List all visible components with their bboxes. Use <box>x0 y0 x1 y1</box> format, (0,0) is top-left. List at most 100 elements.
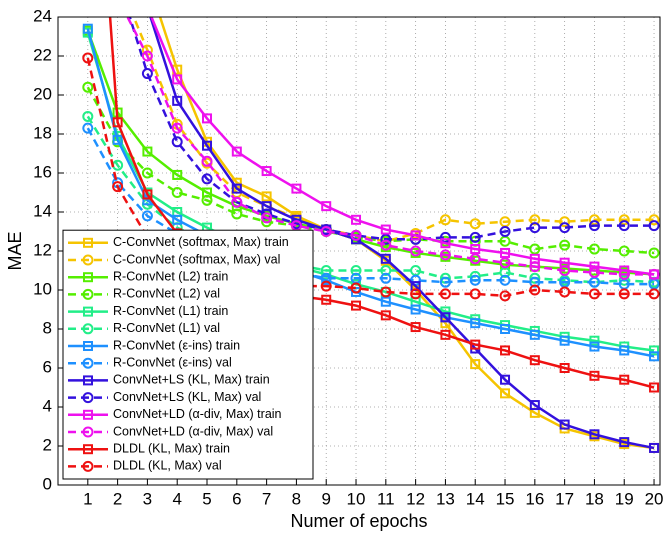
x-tick-label: 4 <box>172 489 181 508</box>
marker <box>380 286 392 298</box>
marker <box>82 23 93 34</box>
x-tick-label: 10 <box>347 489 366 508</box>
legend-label: R-ConvNet (L1) val <box>113 321 220 335</box>
marker <box>588 243 600 255</box>
marker <box>618 288 630 300</box>
legend-marker <box>82 460 94 472</box>
marker <box>588 288 600 300</box>
marker <box>82 52 94 64</box>
y-tick-label: 8 <box>43 318 52 337</box>
marker <box>201 173 213 185</box>
marker <box>499 274 511 286</box>
marker <box>143 3 151 11</box>
marker <box>619 345 630 356</box>
marker <box>320 272 332 284</box>
marker <box>470 244 481 255</box>
marker <box>649 351 660 362</box>
marker <box>112 134 123 145</box>
marker <box>141 167 153 179</box>
y-axis-label: MAE <box>5 231 25 270</box>
legend-marker <box>82 323 94 335</box>
marker <box>499 226 511 237</box>
marker <box>588 214 600 226</box>
marker <box>171 122 183 134</box>
marker <box>559 363 570 373</box>
legend-marker <box>83 237 93 248</box>
marker <box>351 214 362 225</box>
marker <box>559 419 570 430</box>
marker <box>469 253 481 265</box>
marker <box>529 261 541 273</box>
marker <box>469 274 481 286</box>
x-tick-label: 1 <box>83 489 92 508</box>
marker <box>261 166 272 177</box>
marker <box>470 339 481 350</box>
marker <box>171 136 183 148</box>
x-tick-label: 5 <box>202 489 211 508</box>
marker <box>320 265 332 276</box>
marker <box>529 222 541 234</box>
legend-label: C-ConvNet (softmax, Max) train <box>113 235 289 249</box>
marker <box>439 249 451 261</box>
marker <box>261 212 273 224</box>
marker <box>231 196 243 208</box>
marker <box>648 268 660 280</box>
x-tick-label: 17 <box>555 489 574 508</box>
marker <box>648 214 660 226</box>
x-axis-label: Numer of epochs <box>290 511 427 531</box>
y-tick-label: 14 <box>33 201 52 220</box>
legend-label: R-ConvNet (L2) val <box>113 287 220 301</box>
marker <box>112 181 124 193</box>
marker <box>261 191 272 202</box>
legend-label: R-ConvNet (ε-ins) train <box>113 338 240 352</box>
marker <box>619 437 630 448</box>
marker <box>380 310 391 321</box>
marker <box>231 146 242 157</box>
marker <box>589 429 600 440</box>
marker <box>648 220 660 232</box>
marker <box>500 388 511 399</box>
marker <box>559 265 571 276</box>
legend-label: ConvNet+LS (KL, Max) train <box>113 373 270 387</box>
marker <box>172 214 183 225</box>
legend-marker <box>83 444 93 455</box>
marker <box>529 329 540 340</box>
marker <box>320 226 332 237</box>
ticks: 1 2 3 4 5 6 7 8 9 10 11 12 13 14 15 16 17 18 19 20024681012… <box>33 6 663 508</box>
marker <box>649 442 660 453</box>
marker <box>350 282 362 294</box>
marker <box>380 265 392 276</box>
marker <box>410 288 422 300</box>
marker <box>559 216 571 228</box>
marker <box>469 288 481 300</box>
legend-marker <box>83 375 93 386</box>
marker <box>499 257 511 269</box>
marker <box>649 382 660 393</box>
y-tick-label: 4 <box>43 396 52 415</box>
marker <box>380 239 392 251</box>
marker <box>141 50 153 62</box>
marker <box>440 329 451 340</box>
x-tick-label: 20 <box>645 489 664 508</box>
marker <box>141 68 153 80</box>
x-tick-label: 7 <box>262 489 271 508</box>
marker <box>618 274 630 286</box>
marker <box>618 214 630 226</box>
x-tick-label: 9 <box>321 489 330 508</box>
marker <box>291 183 302 194</box>
x-tick-label: 6 <box>232 489 241 508</box>
marker <box>380 224 391 235</box>
marker <box>559 222 571 234</box>
marker <box>171 187 183 198</box>
legend-label: R-ConvNet (L2) train <box>113 269 228 283</box>
marker <box>410 322 421 333</box>
marker <box>500 247 511 258</box>
legend-marker <box>82 254 94 266</box>
marker <box>529 272 541 284</box>
marker <box>380 272 392 284</box>
marker <box>649 345 660 356</box>
marker <box>202 113 213 124</box>
x-tick-label: 12 <box>406 489 425 508</box>
legend-label: ConvNet+LD (α-div, Max) train <box>113 407 282 421</box>
